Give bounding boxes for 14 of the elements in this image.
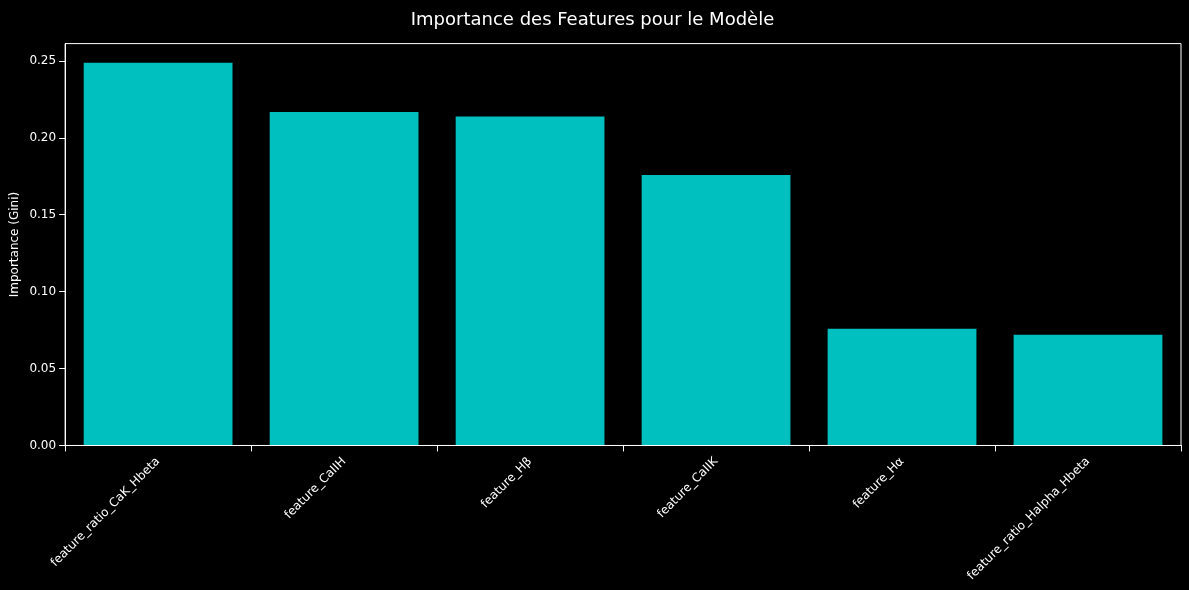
y-tick-label: 0.05 [29, 360, 57, 375]
bar [1013, 334, 1163, 445]
bar [641, 175, 791, 445]
y-axis-title: Importance (Gini) [7, 191, 22, 298]
y-tick-label: 0.25 [29, 53, 57, 68]
y-tick-label: 0.15 [29, 207, 57, 222]
y-tick-label: 0.20 [29, 130, 57, 145]
bar [827, 328, 977, 445]
bar [269, 111, 419, 445]
y-tick-label: 0.00 [29, 437, 57, 452]
chart-title: Importance des Features pour le Modèle [410, 8, 775, 30]
bar [83, 62, 233, 445]
y-tick-label: 0.10 [29, 283, 57, 298]
bar [455, 116, 605, 445]
